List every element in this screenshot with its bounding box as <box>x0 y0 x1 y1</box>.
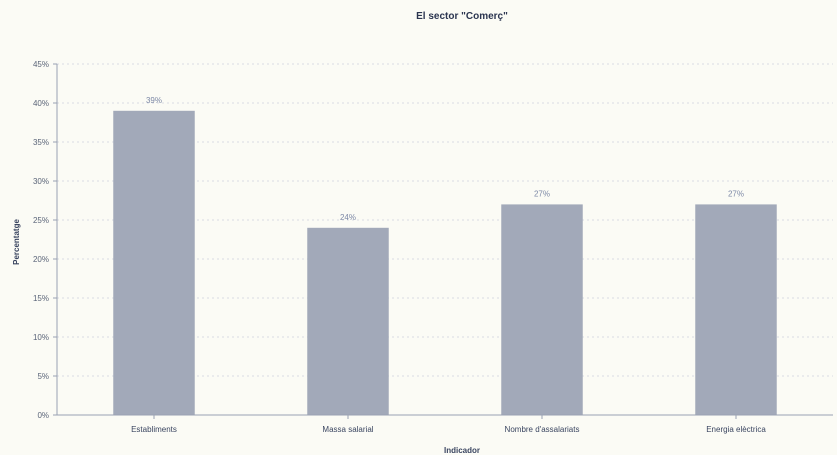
y-tick-label: 40% <box>33 99 49 108</box>
chart-title: El sector "Comerç" <box>416 11 508 22</box>
y-tick-label: 0% <box>37 411 49 420</box>
y-tick-label: 5% <box>37 372 49 381</box>
x-category-label: Establiments <box>131 425 177 434</box>
x-axis-categories: Establiments Massa salarial Nombre d'assal… <box>131 415 766 434</box>
y-axis-label: Percentatge <box>12 219 21 265</box>
bar-value-label: 27% <box>728 189 744 198</box>
y-tick-label: 35% <box>33 138 49 147</box>
bar-value-label: 24% <box>340 213 356 222</box>
x-category-label: Massa salarial <box>322 425 373 434</box>
bar-value-label: 27% <box>534 189 550 198</box>
y-tick-label: 45% <box>33 60 49 69</box>
bars <box>113 110 777 416</box>
y-tick-label: 20% <box>33 255 49 264</box>
x-category-label: Nombre d'assalariats <box>505 425 580 434</box>
bar-value-label: 39% <box>146 96 162 105</box>
bar <box>113 110 195 416</box>
y-tick-label: 15% <box>33 294 49 303</box>
bar <box>307 227 389 415</box>
y-tick-label: 10% <box>33 333 49 342</box>
y-tick-label: 30% <box>33 177 49 186</box>
bar <box>695 204 777 415</box>
y-tick-label: 25% <box>33 216 49 225</box>
x-category-label: Energia elèctrica <box>706 425 766 434</box>
y-axis-ticks: 0% 5% 10% 15% 20% 25% 30% 35% 40% 45% <box>33 60 57 420</box>
data-labels: 39% 24% 27% 27% <box>146 96 744 222</box>
x-axis-label: Indicador <box>444 446 480 455</box>
bar <box>501 204 583 415</box>
